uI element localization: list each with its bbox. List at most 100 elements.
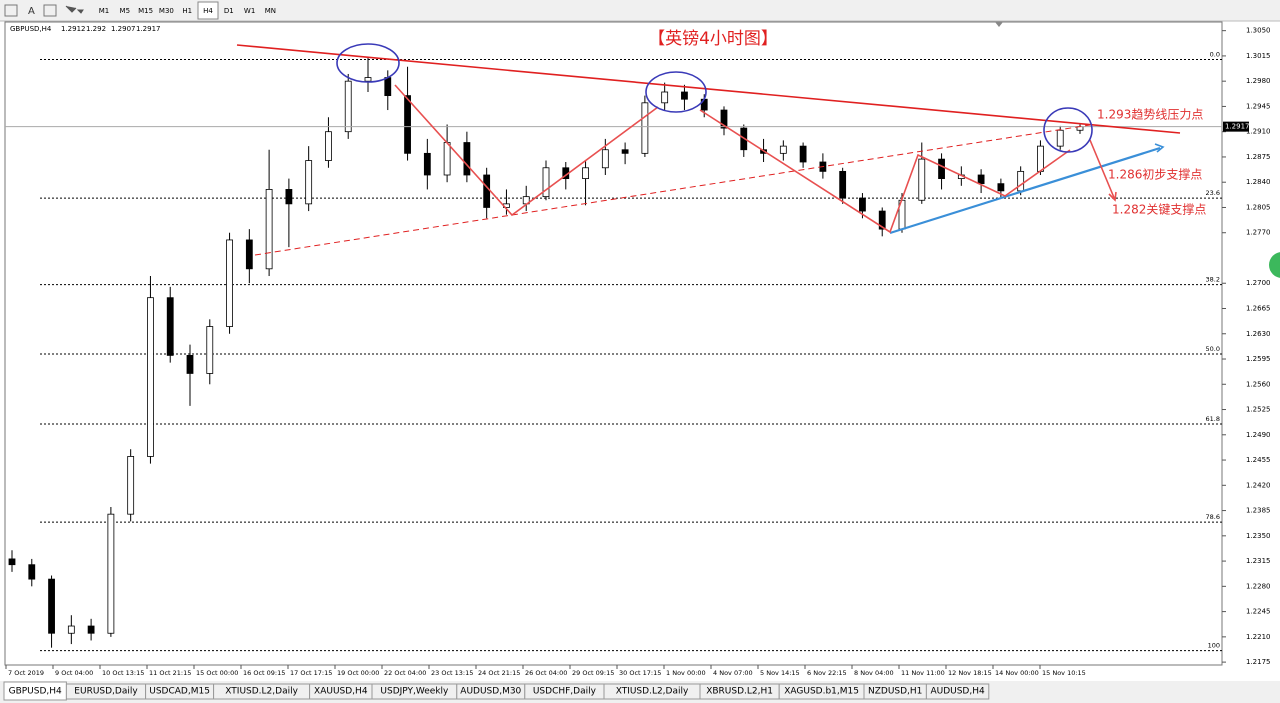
- label-tool[interactable]: [43, 4, 57, 17]
- annotation: 1.286初步支撑点: [1108, 167, 1202, 182]
- timeframe-button[interactable]: [239, 2, 260, 19]
- y-tick-label: 1.2875: [1246, 153, 1271, 161]
- y-tick-label: 1.2595: [1246, 355, 1271, 363]
- chart-tab[interactable]: [925, 683, 990, 700]
- drawings: [236, 43, 1181, 256]
- x-tick-label: 11 Oct 21:15: [149, 669, 191, 677]
- y-tick-label: 1.2665: [1246, 304, 1271, 312]
- timeframe-button[interactable]: [94, 2, 114, 19]
- x-tick-label: 24 Oct 21:15: [478, 669, 520, 677]
- x-tick-label: 6 Nov 22:15: [807, 669, 847, 677]
- timeframe-label: H1: [182, 7, 192, 15]
- candle-body: [226, 239, 233, 327]
- fib-label: 78.6: [1206, 513, 1220, 521]
- candle-body: [582, 167, 589, 180]
- timeframe-label: H4: [203, 7, 213, 15]
- x-tick-label: 26 Oct 04:00: [525, 669, 567, 677]
- candle-body: [1056, 129, 1064, 147]
- y-tick-label: 1.2945: [1246, 102, 1271, 110]
- current-price: 1.2917: [1225, 123, 1250, 131]
- swing-arrows: [394, 84, 659, 217]
- toolbar: [0, 0, 1280, 21]
- shift-marker: [995, 22, 1003, 27]
- x-tick-label: 7 Oct 2019: [8, 669, 44, 677]
- x-tick-label: 15 Nov 10:15: [1042, 669, 1086, 677]
- timeframe-button[interactable]: [260, 2, 281, 19]
- candle-body: [107, 513, 115, 634]
- resistance-trendline: [236, 44, 1181, 134]
- candle-body: [245, 239, 253, 270]
- chart-title: 【英镑4小时图】: [648, 29, 778, 49]
- candle-body: [681, 91, 688, 100]
- timeframe-button[interactable]: [156, 2, 177, 19]
- timeframe-button[interactable]: [114, 2, 135, 19]
- x-tick-label: 29 Oct 09:15: [572, 669, 614, 677]
- fib-label: 23.6: [1206, 189, 1220, 197]
- chart-tab-label: EURUSD,Daily: [74, 687, 138, 697]
- y-tick-label: 1.2385: [1246, 507, 1271, 515]
- swing-arrows: [699, 109, 1071, 234]
- fib-label: 50.0: [1206, 345, 1220, 353]
- candle-body: [28, 564, 36, 580]
- x-tick-label: 19 Oct 00:00: [337, 669, 379, 677]
- x-tick-label: 14 Nov 00:00: [995, 669, 1039, 677]
- candle-body: [1017, 170, 1025, 192]
- candle-body: [839, 170, 847, 199]
- candle-body: [265, 189, 273, 270]
- fib-label: 100: [1208, 642, 1220, 650]
- candle-body: [325, 131, 332, 161]
- crosshair-tool[interactable]: [4, 4, 18, 17]
- y-tick-label: 1.2490: [1246, 431, 1271, 439]
- chart-tab-label: USDCAD,M15: [149, 687, 210, 697]
- y-tick-label: 1.2210: [1246, 633, 1271, 641]
- timeframe-button[interactable]: [135, 2, 156, 19]
- candle-body: [443, 142, 451, 176]
- y-tick-label: 1.2420: [1246, 481, 1271, 489]
- chart-tab-label: NZDUSD,H1: [868, 687, 922, 697]
- candle-body: [404, 95, 411, 154]
- symbol-label: GBPUSD,H4: [10, 25, 52, 33]
- y-tick-label: 1.2840: [1246, 178, 1271, 186]
- candle-body: [305, 160, 313, 205]
- text-tool[interactable]: A: [28, 6, 35, 17]
- x-tick-label: 12 Nov 18:15: [948, 669, 992, 677]
- timeframe-button[interactable]: [177, 2, 198, 19]
- y-tick-label: 1.2560: [1246, 380, 1271, 388]
- timeframe-label: M30: [159, 7, 174, 15]
- current-circle: [1043, 107, 1093, 153]
- chart-tab-label: AUDUSD,M30: [460, 687, 521, 697]
- chart-tab-label: XTIUSD.L2,Daily: [616, 687, 689, 697]
- rising-support: [889, 146, 1161, 235]
- price-box: [1223, 121, 1249, 132]
- signal-badge[interactable]: [1269, 252, 1280, 278]
- timeframe-label: M1: [99, 7, 110, 15]
- y-tick-label: 1.2455: [1246, 456, 1271, 464]
- candle-body: [878, 210, 886, 230]
- timeframe-button[interactable]: [218, 2, 239, 19]
- candle-body: [859, 197, 866, 212]
- projection-arrow: [1089, 139, 1116, 201]
- y-tick-label: 1.3015: [1246, 52, 1271, 60]
- x-tick-label: 16 Oct 09:15: [243, 669, 285, 677]
- candle-body: [621, 149, 629, 154]
- candle-body: [799, 145, 807, 163]
- candle-body: [918, 158, 926, 201]
- support-trendline: [254, 124, 1091, 256]
- low-label: 1.2907: [111, 25, 136, 33]
- timeframe-button[interactable]: [197, 1, 219, 20]
- chart-tab-label: USDJPY,Weekly: [380, 687, 449, 697]
- x-tick-label: 4 Nov 07:00: [713, 669, 753, 677]
- candle-body: [661, 91, 669, 104]
- candle-body: [285, 189, 293, 205]
- objects-tool[interactable]: [65, 5, 84, 14]
- timeframe-label: W1: [244, 7, 255, 15]
- open-label: 1.2912: [61, 25, 86, 33]
- chart-tab-label: USDCHF,Daily: [533, 687, 597, 697]
- timeframe-label: M5: [120, 7, 131, 15]
- candle-body: [344, 80, 352, 133]
- candle-body: [364, 77, 372, 82]
- candle-body: [48, 578, 55, 634]
- fib-label: 0.0: [1210, 51, 1220, 59]
